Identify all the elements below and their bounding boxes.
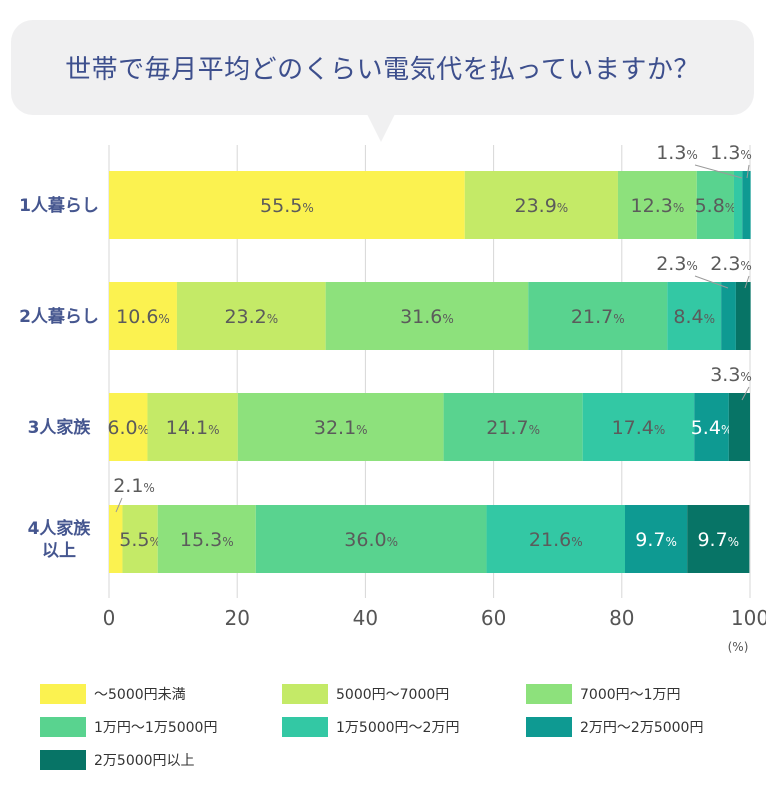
data-label: 5.4%	[691, 417, 733, 439]
leader-line	[741, 386, 750, 401]
bar-segment	[176, 282, 326, 350]
bar-segment	[728, 393, 750, 461]
data-label: 6.0%	[107, 417, 149, 439]
x-tick-label: 0	[103, 606, 116, 630]
chart-legend: ～5000円未満 5000円～7000円 7000円～1万円 1万円～1万5000円 1…	[40, 680, 740, 790]
leader-line	[115, 497, 123, 513]
category-label: 2人暮らし	[19, 306, 99, 327]
data-label: 5.5%	[119, 529, 161, 551]
title-bubble	[11, 20, 754, 115]
leader-line	[744, 275, 750, 289]
data-label: 2.3%	[656, 253, 698, 275]
data-label: 14.1%	[166, 417, 220, 439]
legend-item: 1万円～1万5000円	[40, 717, 217, 737]
legend-label: 1万5000円～2万円	[336, 720, 460, 736]
data-label: 10.6%	[116, 306, 170, 328]
x-tick-label: 80	[609, 606, 634, 630]
category-label: 3人家族	[28, 417, 92, 438]
legend-label: 2万5000円以上	[94, 753, 195, 769]
bar-segment	[464, 171, 618, 239]
data-label: 1.3%	[710, 142, 752, 164]
data-label: 5.8%	[695, 195, 737, 217]
data-label: 55.5%	[260, 195, 314, 217]
legend-item: 5000円～7000円	[282, 684, 449, 704]
x-tick-label: 100	[731, 606, 766, 630]
bar-segment	[694, 393, 729, 461]
data-label: 2.3%	[710, 253, 752, 275]
legend-label: 2万円～2万5000円	[580, 720, 704, 736]
legend-label: 5000円～7000円	[336, 687, 450, 703]
legend-item: 1万5000円～2万円	[282, 717, 459, 737]
bar-segment	[109, 505, 123, 573]
data-label: 17.4%	[612, 417, 666, 439]
bar-segment	[109, 393, 148, 461]
x-tick-label: 20	[224, 606, 249, 630]
bar-segment	[157, 505, 256, 573]
bar-segment	[742, 171, 751, 239]
data-label: 31.6%	[400, 306, 454, 328]
legend-item: 7000円～1万円	[526, 684, 681, 704]
bar-segment	[735, 282, 751, 350]
bar-segment	[122, 505, 158, 573]
leader-line	[746, 164, 750, 179]
data-label: 32.1%	[314, 417, 368, 439]
bar-segment	[528, 282, 668, 350]
bar-segment	[109, 171, 465, 239]
bar-segment	[582, 393, 695, 461]
data-label: 21.7%	[486, 417, 540, 439]
bar-segment	[625, 505, 688, 573]
data-label: 23.2%	[224, 306, 278, 328]
data-label: 36.0%	[344, 529, 398, 551]
data-label: 21.7%	[571, 306, 625, 328]
chart-title: 世帯で毎月平均どのくらい電気代を払っていますか？	[65, 55, 700, 85]
data-label: 8.4%	[673, 306, 715, 328]
data-label: 1.3%	[656, 142, 698, 164]
category-label: 以上	[42, 541, 76, 561]
legend-label: ～5000円未満	[94, 687, 186, 703]
data-label: 9.7%	[635, 529, 677, 551]
data-label: 2.1%	[113, 475, 155, 497]
title-bubble-tail	[366, 112, 396, 142]
data-label: 23.9%	[514, 195, 568, 217]
legend-swatch	[282, 684, 328, 704]
legend-swatch	[526, 717, 572, 737]
category-label: 4人家族	[28, 518, 92, 539]
legend-swatch	[282, 717, 328, 737]
data-label: 21.6%	[529, 529, 583, 551]
bar-segment	[617, 171, 697, 239]
x-tick-label: 40	[353, 606, 378, 630]
legend-label: 7000円～1万円	[580, 687, 681, 703]
leader-line	[694, 164, 743, 179]
category-label: 1人暮らし	[19, 195, 99, 216]
legend-label: 1万円～1万5000円	[94, 720, 218, 736]
legend-swatch	[40, 750, 86, 770]
bar-segment	[667, 282, 722, 350]
bar-segment	[147, 393, 238, 461]
bar-segment	[325, 282, 529, 350]
legend-swatch	[40, 684, 86, 704]
data-label: 15.3%	[180, 529, 234, 551]
x-tick-label: 60	[481, 606, 506, 630]
legend-item: 2万5000円以上	[40, 750, 195, 770]
x-axis-unit: (%)	[728, 640, 749, 654]
data-label: 12.3%	[631, 195, 685, 217]
legend-item: ～5000円未満	[40, 684, 186, 704]
bar-segment	[486, 505, 626, 573]
legend-swatch	[40, 717, 86, 737]
leader-line	[694, 275, 729, 289]
bar-segment	[687, 505, 750, 573]
legend-item: 2万円～2万5000円	[526, 717, 703, 737]
legend-swatch	[526, 684, 572, 704]
bar-segment	[733, 171, 743, 239]
data-label: 9.7%	[697, 529, 739, 551]
data-label: 3.3%	[710, 364, 752, 386]
bar-segment	[237, 393, 444, 461]
bar-segment	[443, 393, 583, 461]
bar-segment	[255, 505, 487, 573]
bar-segment	[696, 171, 734, 239]
bar-segment	[109, 282, 177, 350]
bar-segment	[721, 282, 736, 350]
